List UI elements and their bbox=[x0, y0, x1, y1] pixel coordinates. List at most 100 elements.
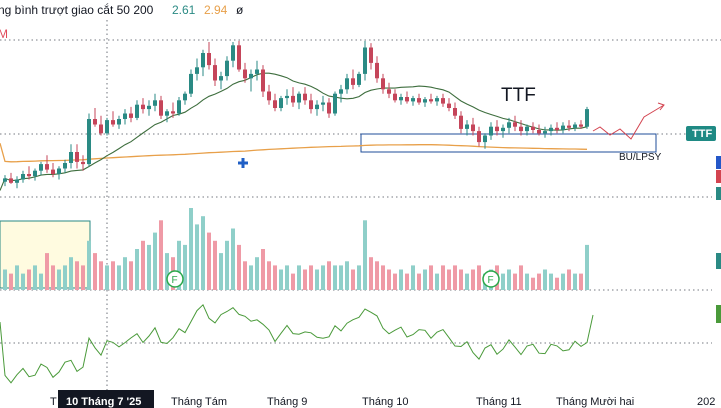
candle-body bbox=[69, 152, 73, 163]
volume-bar bbox=[315, 269, 319, 290]
price-tag: TTF bbox=[686, 126, 716, 141]
candle-body bbox=[129, 113, 133, 118]
volume-bar bbox=[57, 269, 61, 290]
volume-bar bbox=[411, 265, 415, 290]
candle-body bbox=[459, 115, 463, 129]
candle-body bbox=[189, 73, 193, 94]
candle-body bbox=[549, 127, 553, 132]
volume-bar bbox=[555, 277, 559, 290]
candle-body bbox=[375, 62, 379, 79]
candle-body bbox=[357, 73, 361, 85]
candle-body bbox=[273, 100, 277, 108]
candle-body bbox=[339, 89, 343, 94]
event-marker bbox=[166, 270, 184, 288]
volume-bar bbox=[573, 273, 577, 290]
candle-body bbox=[321, 102, 325, 105]
symbol-title: TTF bbox=[501, 85, 536, 106]
volume-bar bbox=[513, 273, 517, 290]
volume-bar bbox=[375, 261, 379, 290]
volume-bar bbox=[363, 220, 367, 290]
volume-bar bbox=[585, 244, 589, 290]
candle-body bbox=[213, 65, 217, 81]
candle-body bbox=[39, 164, 43, 171]
moving-average-200 bbox=[0, 143, 588, 163]
moving-average-50 bbox=[0, 72, 588, 191]
candle-body bbox=[561, 125, 565, 130]
x-axis-label: Tháng Mười hai bbox=[556, 396, 634, 408]
volume-bar bbox=[195, 224, 199, 290]
volume-bar bbox=[399, 269, 403, 290]
candle-body bbox=[471, 124, 475, 132]
candle-body bbox=[267, 91, 271, 101]
candle-body bbox=[93, 119, 97, 125]
candle-body bbox=[123, 113, 127, 119]
candle-body bbox=[393, 93, 397, 101]
volume-bar bbox=[333, 265, 337, 290]
volume-bar bbox=[525, 273, 529, 290]
candle-body bbox=[15, 179, 19, 183]
volume-bar bbox=[507, 269, 511, 290]
volume-bar bbox=[87, 240, 91, 290]
candle-body bbox=[429, 99, 433, 102]
candle-body bbox=[477, 131, 481, 143]
candle-body bbox=[9, 178, 13, 183]
volume-bar bbox=[69, 257, 73, 290]
candle-body bbox=[87, 119, 91, 165]
candle-body bbox=[117, 119, 121, 125]
annotation-label: BU/LPSY bbox=[619, 152, 662, 163]
candle-body bbox=[57, 168, 61, 174]
candle-body bbox=[3, 178, 7, 182]
candle-body bbox=[99, 124, 103, 134]
volume-bar bbox=[291, 273, 295, 290]
candle-body bbox=[345, 78, 349, 90]
volume-bar bbox=[543, 269, 547, 290]
projection-path bbox=[592, 104, 665, 140]
candle-body bbox=[33, 170, 37, 177]
volume-bar bbox=[51, 265, 55, 290]
volume-bar bbox=[303, 269, 307, 290]
volume-bar bbox=[261, 249, 265, 290]
candle-body bbox=[309, 100, 313, 110]
candle-body bbox=[81, 161, 85, 165]
volume-bar bbox=[351, 269, 355, 290]
volume-bar bbox=[429, 265, 433, 290]
volume-bar bbox=[159, 220, 163, 290]
volume-bar bbox=[123, 257, 127, 290]
candle-body bbox=[447, 103, 451, 108]
candle-body bbox=[291, 95, 295, 103]
svg-text:TTF: TTF bbox=[692, 128, 712, 140]
header-value-2: 2.94 bbox=[204, 3, 228, 17]
volume-bar bbox=[111, 261, 115, 290]
candle-body bbox=[495, 126, 499, 132]
volume-bar bbox=[189, 208, 193, 290]
volume-bar bbox=[135, 249, 139, 290]
volume-bar bbox=[273, 265, 277, 290]
candle-body bbox=[567, 125, 571, 128]
volume-bar bbox=[567, 269, 571, 290]
candle-body bbox=[285, 95, 289, 99]
event-marker-label: F bbox=[172, 275, 178, 286]
volume-bar bbox=[423, 269, 427, 290]
candle-body bbox=[21, 174, 25, 180]
candle-body bbox=[75, 152, 79, 162]
candle-body bbox=[27, 174, 31, 177]
candle-body bbox=[231, 45, 235, 61]
candle-body bbox=[225, 60, 229, 77]
candle-body bbox=[333, 93, 337, 114]
volume-bar bbox=[147, 244, 151, 290]
volume-bar bbox=[465, 273, 469, 290]
candle-body bbox=[183, 93, 187, 101]
x-axis-label: Tháng Tám bbox=[171, 396, 227, 408]
volume-bar bbox=[183, 244, 187, 290]
header-value-1: 2.61 bbox=[172, 3, 196, 17]
candle-body bbox=[153, 100, 157, 106]
candle-body bbox=[441, 98, 445, 104]
candle-body bbox=[165, 111, 169, 116]
candle-body bbox=[453, 108, 457, 116]
volume-bar bbox=[129, 261, 133, 290]
volume-bar bbox=[15, 265, 19, 290]
candle-body bbox=[111, 120, 115, 125]
volume-bar bbox=[231, 228, 235, 290]
